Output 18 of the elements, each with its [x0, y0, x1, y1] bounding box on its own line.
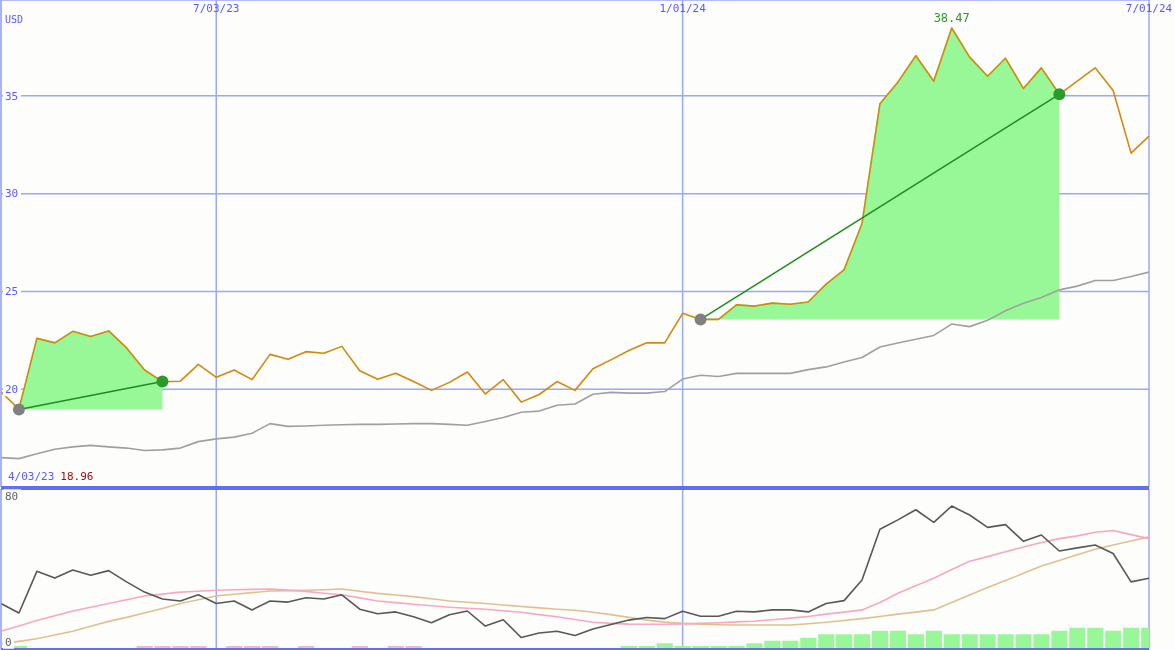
y-axis-title: USD	[5, 14, 24, 25]
line-series	[1, 271, 1149, 460]
line-series	[1, 505, 1149, 639]
x-tick-label: 7/01/24	[1125, 2, 1173, 15]
annotation: 38.47	[933, 10, 970, 25]
y-tick-label: 0	[5, 635, 12, 649]
y-tick-label: 20	[5, 383, 19, 397]
y-tick-label: 35	[5, 89, 19, 103]
y-tick-label: 25	[5, 285, 19, 299]
y-tick-label: 30	[5, 187, 19, 201]
line-series	[1, 529, 1149, 632]
annotation: 4/03/23	[8, 470, 55, 483]
point	[156, 375, 169, 388]
point	[1053, 88, 1066, 101]
point	[694, 313, 707, 326]
y-tick-label: 80	[5, 490, 19, 504]
point	[12, 403, 25, 416]
annotation: 18.96	[60, 470, 94, 483]
